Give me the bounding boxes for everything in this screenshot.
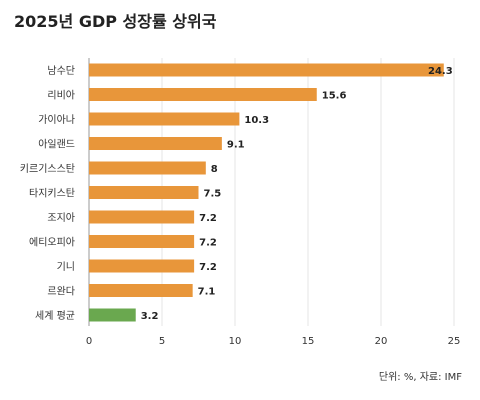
category-label: 남수단 — [47, 65, 75, 77]
data-label: 7.2 — [199, 213, 217, 224]
data-label: 3.2 — [141, 311, 159, 322]
source-note: 단위: %, 자료: IMF — [378, 372, 462, 383]
data-label: 15.6 — [322, 91, 347, 102]
category-label: 아일랜드 — [38, 139, 75, 151]
bar — [89, 259, 195, 273]
x-tick-label: 10 — [229, 336, 242, 347]
x-tick-label: 25 — [448, 336, 461, 347]
x-tick-label: 20 — [375, 336, 388, 347]
bar — [89, 63, 444, 77]
bar — [89, 186, 199, 199]
data-label: 9.1 — [227, 140, 245, 151]
category-label: 기니 — [57, 261, 75, 273]
data-label: 7.2 — [199, 238, 217, 249]
bar — [89, 284, 193, 297]
data-label: 8 — [211, 164, 218, 175]
category-label: 세계 평균 — [35, 310, 75, 322]
category-label: 조지아 — [47, 212, 75, 224]
bar — [89, 308, 136, 322]
category-label: 가이아나 — [38, 114, 75, 126]
data-label: 7.5 — [204, 189, 222, 200]
category-label: 르완다 — [47, 286, 75, 298]
bar — [89, 88, 317, 101]
bar — [89, 235, 195, 248]
data-label: 7.2 — [199, 262, 217, 273]
x-tick-label: 0 — [86, 336, 92, 347]
data-label: 10.3 — [244, 115, 269, 126]
x-tick-label: 5 — [159, 336, 165, 347]
bar — [89, 161, 206, 175]
bar — [89, 210, 195, 224]
data-label: 7.1 — [198, 287, 216, 298]
data-label: 24.3 — [428, 66, 453, 77]
category-label: 에티오피아 — [29, 237, 75, 249]
category-label: 리비아 — [47, 90, 75, 102]
bar — [89, 137, 222, 150]
x-tick-label: 15 — [302, 336, 315, 347]
category-label: 타지키스탄 — [29, 188, 75, 200]
category-label: 키르기스스탄 — [20, 163, 75, 175]
chart-title: 2025년 GDP 성장률 상위국 — [14, 12, 217, 31]
bar — [89, 112, 240, 126]
